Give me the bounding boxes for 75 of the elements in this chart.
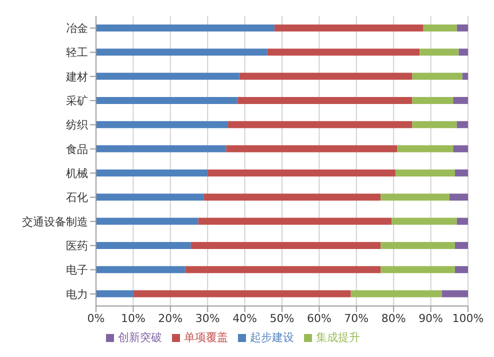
x-tick-label: 80% bbox=[381, 312, 406, 325]
bar bbox=[96, 194, 204, 201]
bar bbox=[454, 169, 468, 176]
y-tick-label: 轻工 bbox=[66, 46, 88, 60]
x-tick-label: 50% bbox=[270, 312, 294, 325]
x-tick-label: 20% bbox=[158, 312, 183, 325]
bar bbox=[380, 242, 455, 249]
bar bbox=[96, 48, 268, 56]
bar bbox=[456, 218, 468, 225]
bar bbox=[412, 121, 457, 128]
y-tick-label: 采矿 bbox=[66, 94, 88, 108]
bar bbox=[456, 24, 468, 32]
bar bbox=[190, 242, 381, 249]
y-tick-label: 交通设备制造 bbox=[22, 215, 88, 228]
x-tick-label: 0% bbox=[87, 312, 105, 325]
bar bbox=[420, 48, 459, 56]
bar bbox=[456, 121, 468, 128]
bar bbox=[442, 290, 468, 298]
bar bbox=[454, 266, 468, 274]
bar bbox=[453, 96, 468, 104]
bar bbox=[423, 24, 457, 32]
legend-label: 集成提升 bbox=[316, 331, 360, 344]
bar bbox=[395, 169, 455, 176]
y-tick-label: 石化 bbox=[66, 191, 88, 204]
bar bbox=[228, 121, 412, 128]
legend-label: 起步建设 bbox=[250, 331, 294, 344]
bar bbox=[392, 218, 457, 225]
x-tick-label: 40% bbox=[232, 312, 258, 325]
bar bbox=[239, 72, 412, 80]
bar bbox=[96, 96, 238, 104]
bar bbox=[96, 290, 134, 298]
y-tick-label: 纺织 bbox=[66, 118, 88, 132]
x-tick-label: 100% bbox=[452, 312, 484, 325]
bar bbox=[449, 194, 468, 201]
bar bbox=[198, 218, 392, 225]
x-tick-label: 90% bbox=[418, 312, 444, 325]
bar bbox=[454, 242, 468, 249]
legend-label: 单项覆盖 bbox=[184, 331, 228, 344]
y-tick-label: 医药 bbox=[66, 239, 88, 252]
bar bbox=[274, 24, 424, 32]
y-tick-label: 食品 bbox=[66, 142, 88, 156]
legend-label: 创新突破 bbox=[118, 331, 162, 344]
bar bbox=[185, 266, 381, 274]
bar bbox=[96, 266, 186, 274]
x-tick-label: 70% bbox=[344, 312, 369, 325]
bar bbox=[96, 242, 191, 249]
bar bbox=[267, 48, 420, 56]
y-tick-label: 机械 bbox=[66, 166, 88, 180]
bar bbox=[96, 145, 226, 152]
bar bbox=[96, 218, 198, 225]
x-tick-label: 10% bbox=[120, 312, 146, 325]
x-tick-label: 60% bbox=[306, 312, 332, 325]
bar bbox=[380, 194, 450, 201]
y-tick-label: 电力 bbox=[66, 288, 88, 301]
bar bbox=[453, 145, 468, 152]
bar bbox=[96, 169, 208, 176]
bar bbox=[412, 96, 454, 104]
bar bbox=[350, 290, 442, 298]
bar bbox=[204, 194, 381, 201]
bar bbox=[96, 121, 228, 128]
bar bbox=[380, 266, 455, 274]
bar bbox=[226, 145, 398, 152]
bar bbox=[133, 290, 351, 298]
bar bbox=[208, 169, 396, 176]
bar bbox=[458, 48, 468, 56]
bar bbox=[96, 24, 275, 32]
bar bbox=[237, 96, 412, 104]
bar bbox=[412, 72, 462, 80]
y-tick-label: 冶金 bbox=[66, 22, 88, 35]
x-tick-label: 30% bbox=[195, 312, 220, 325]
bar bbox=[397, 145, 454, 152]
bar bbox=[96, 72, 240, 80]
y-tick-label: 电子 bbox=[66, 264, 88, 277]
bar bbox=[462, 72, 468, 80]
y-tick-label: 建材 bbox=[65, 70, 88, 84]
